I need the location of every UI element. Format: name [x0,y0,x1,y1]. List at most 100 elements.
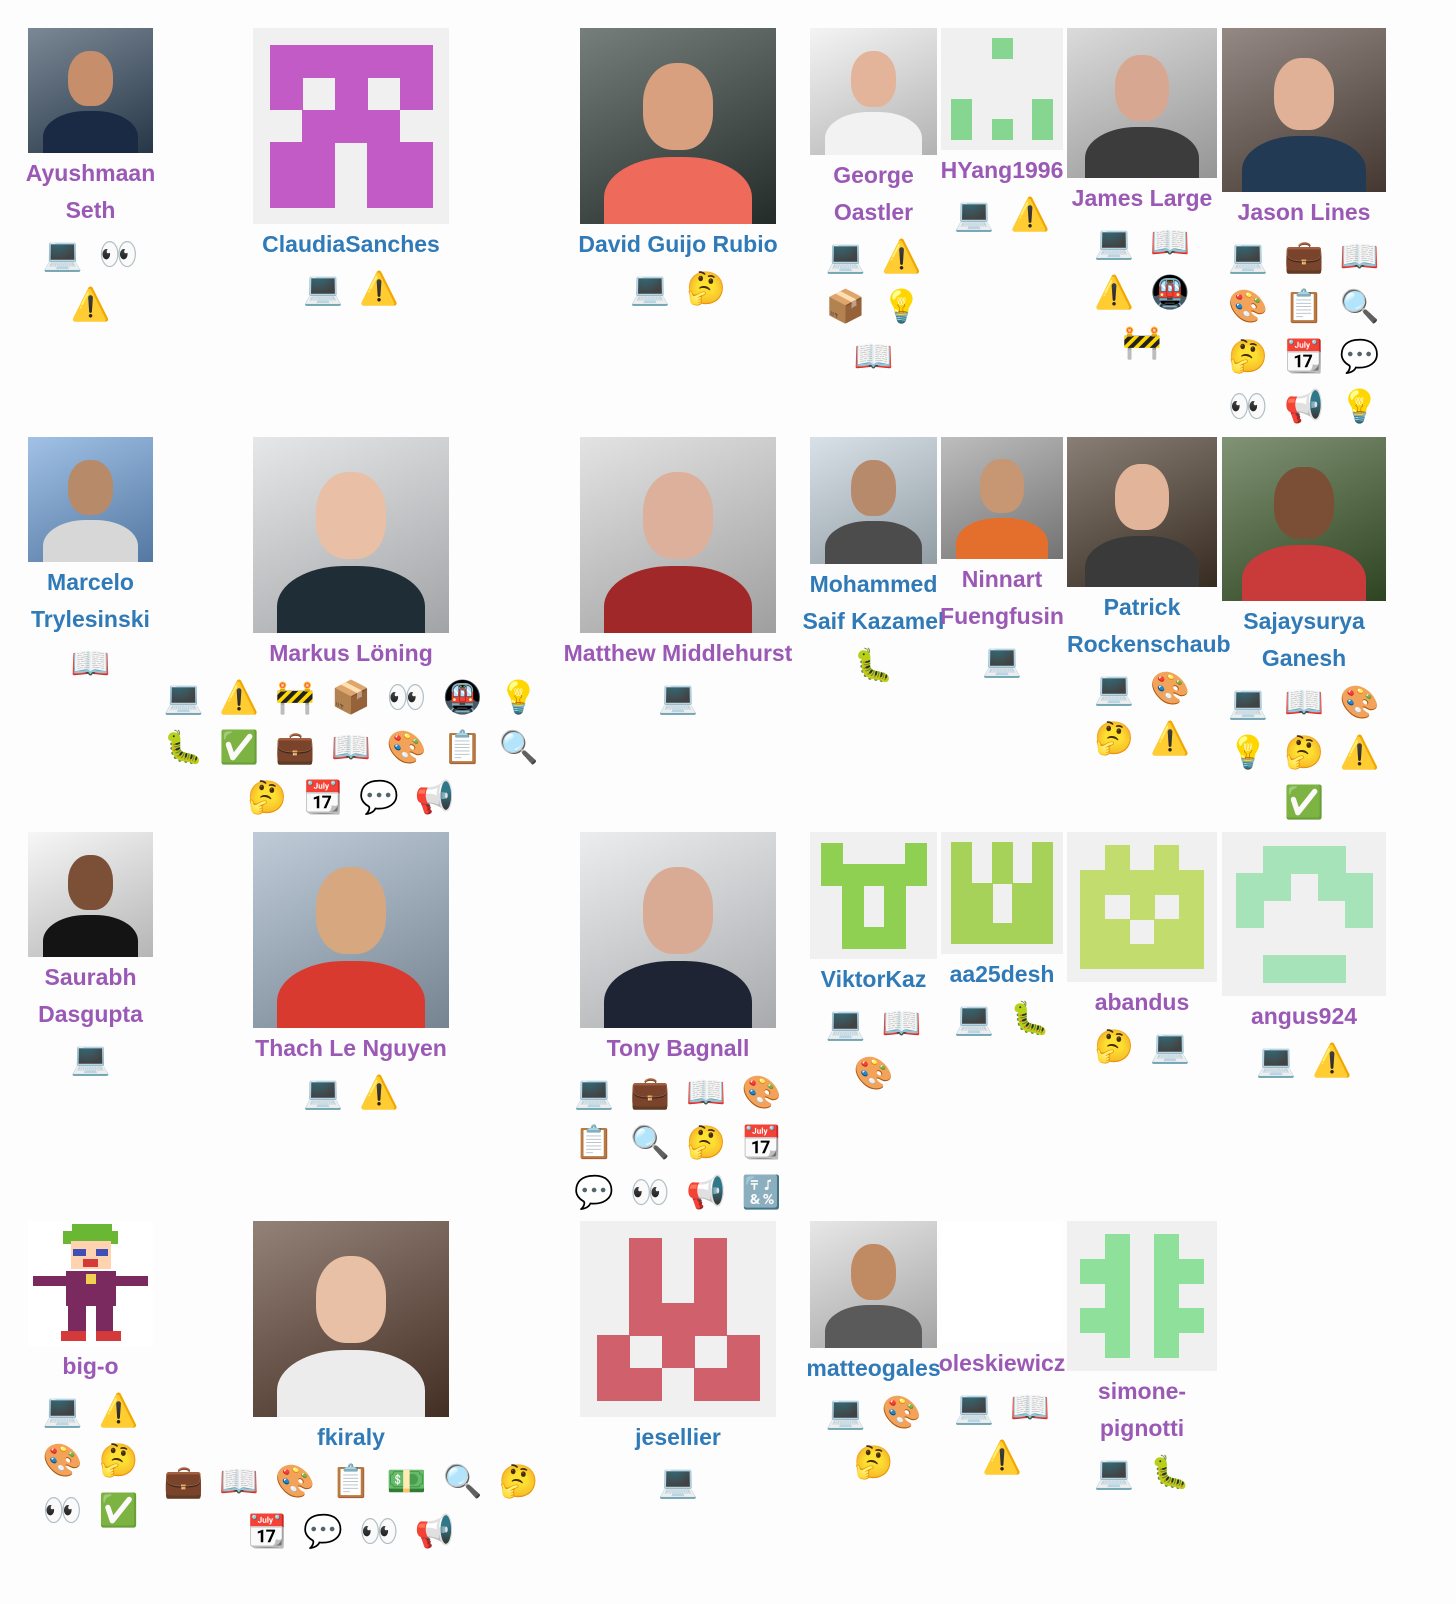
contribution-emoji[interactable]: ✅ [1284,783,1324,821]
contribution-emoji[interactable]: ⚠️ [1339,733,1380,771]
contribution-emoji[interactable]: 📆 [1284,337,1324,375]
avatar[interactable] [810,832,937,959]
contribution-emoji[interactable]: 📖 [1284,683,1324,721]
contribution-emoji[interactable]: 💻 [825,1393,866,1431]
contribution-emoji[interactable]: 📖 [881,1004,922,1042]
contribution-emoji[interactable]: 💻 [1094,669,1134,707]
contribution-emoji[interactable]: 💻 [303,1073,343,1111]
contribution-emoji[interactable]: 🎨 [853,1054,894,1092]
contribution-emoji[interactable]: 🐛 [853,646,894,684]
contributor-name-link[interactable]: Ninnart Fuengfusin [940,566,1064,629]
avatar[interactable] [28,832,153,957]
contributor-name-link[interactable]: Thach Le Nguyen [255,1035,447,1061]
contribution-emoji[interactable]: 🚧 [1122,323,1162,361]
contribution-emoji[interactable]: 💻 [982,641,1022,679]
contribution-emoji[interactable]: 🎨 [1339,683,1380,721]
avatar[interactable] [810,1221,937,1348]
contribution-emoji[interactable]: 🔣 [741,1173,782,1211]
contribution-emoji[interactable]: ✅ [98,1491,139,1529]
contribution-emoji[interactable]: 📋 [574,1123,615,1161]
contributor-name-link[interactable]: Mohammed Saif Kazamel [802,571,945,634]
contribution-emoji[interactable]: 🎨 [275,1462,316,1500]
contributor-name-link[interactable]: Jason Lines [1237,199,1371,225]
contribution-emoji[interactable]: 💻 [1256,1041,1296,1079]
contributor-name-link[interactable]: jesellier [635,1424,721,1450]
contribution-emoji[interactable]: 🤔 [686,269,726,307]
contribution-emoji[interactable]: 📦 [331,678,371,716]
contribution-emoji[interactable]: ✅ [219,728,260,766]
avatar[interactable] [28,28,153,153]
avatar[interactable] [1222,28,1386,192]
contribution-emoji[interactable]: 🐛 [163,728,204,766]
contribution-emoji[interactable]: 👀 [1228,387,1269,425]
contribution-emoji[interactable]: 🎨 [881,1393,922,1431]
avatar[interactable] [253,28,449,224]
contribution-emoji[interactable]: 👀 [42,1491,83,1529]
contribution-emoji[interactable]: 📋 [442,728,483,766]
contribution-emoji[interactable]: 👀 [98,235,139,273]
contribution-emoji[interactable]: 💼 [1284,237,1324,275]
contribution-emoji[interactable]: 💻 [1228,237,1269,275]
contribution-emoji[interactable]: 💻 [1094,223,1134,261]
contribution-emoji[interactable]: 📆 [303,778,343,816]
contribution-emoji[interactable]: 🎨 [386,728,427,766]
avatar[interactable] [580,437,776,633]
contributor-name-link[interactable]: David Guijo Rubio [578,231,778,257]
contribution-emoji[interactable]: 🎨 [1228,287,1269,325]
avatar[interactable] [28,437,153,562]
contribution-emoji[interactable]: 👀 [630,1173,670,1211]
contribution-emoji[interactable]: 🐛 [1150,1453,1190,1491]
contribution-emoji[interactable]: 💼 [163,1462,204,1500]
contribution-emoji[interactable]: 💼 [630,1073,670,1111]
contribution-emoji[interactable]: 💻 [954,999,994,1037]
contribution-emoji[interactable]: 💡 [881,287,922,325]
avatar[interactable] [253,1221,449,1417]
contribution-emoji[interactable]: 📢 [414,1512,455,1550]
contributor-name-link[interactable]: Patrick Rockenschaub [1067,594,1231,657]
contributor-name-link[interactable]: James Large [1071,185,1213,211]
contribution-emoji[interactable]: 📖 [686,1073,726,1111]
contributor-name-link[interactable]: Matthew Middlehurst [563,640,793,666]
contribution-emoji[interactable]: 🤔 [686,1123,726,1161]
contribution-emoji[interactable]: 💬 [359,778,399,816]
contribution-emoji[interactable]: 📢 [1284,387,1324,425]
contributor-name-link[interactable]: ViktorKaz [820,966,927,992]
contribution-emoji[interactable]: 🤔 [98,1441,139,1479]
contribution-emoji[interactable]: 📖 [331,728,371,766]
contribution-emoji[interactable]: 📖 [853,337,894,375]
contribution-emoji[interactable]: ⚠️ [359,269,399,307]
contribution-emoji[interactable]: 🚇 [442,678,483,716]
contribution-emoji[interactable]: 💻 [825,237,866,275]
contribution-emoji[interactable]: 💬 [574,1173,615,1211]
contributor-name-link[interactable]: Tony Bagnall [606,1035,750,1061]
contribution-emoji[interactable]: ⚠️ [1094,273,1134,311]
contribution-emoji[interactable]: 🎨 [741,1073,782,1111]
contribution-emoji[interactable]: 💬 [303,1512,343,1550]
contribution-emoji[interactable]: 👀 [359,1512,399,1550]
contribution-emoji[interactable]: 📦 [825,287,866,325]
contributor-name-link[interactable]: George Oastler [833,162,914,225]
contribution-emoji[interactable]: 💻 [630,269,670,307]
contribution-emoji[interactable]: ⚠️ [881,237,922,275]
contribution-emoji[interactable]: 💻 [1228,683,1269,721]
contribution-emoji[interactable]: ⚠️ [70,285,111,323]
contribution-emoji[interactable]: 📖 [1150,223,1190,261]
contribution-emoji[interactable]: ⚠️ [982,1438,1022,1476]
contribution-emoji[interactable]: 🔍 [630,1123,670,1161]
contributor-name-link[interactable]: Marcelo Trylesinski [31,569,150,632]
contribution-emoji[interactable]: 💡 [498,678,539,716]
contribution-emoji[interactable]: ⚠️ [359,1073,399,1111]
avatar[interactable] [941,1221,1063,1343]
contribution-emoji[interactable]: 📢 [686,1173,726,1211]
contribution-emoji[interactable]: 💻 [574,1073,615,1111]
contribution-emoji[interactable]: 🤔 [498,1462,539,1500]
contribution-emoji[interactable]: 🔍 [1339,287,1380,325]
contributor-name-link[interactable]: aa25desh [949,961,1055,987]
contribution-emoji[interactable]: 💻 [70,1039,111,1077]
avatar[interactable] [580,28,776,224]
contribution-emoji[interactable]: ⚠️ [1010,195,1050,233]
contribution-emoji[interactable]: ⚠️ [1312,1041,1352,1079]
avatar[interactable] [1067,437,1217,587]
contribution-emoji[interactable]: 💻 [1094,1453,1134,1491]
contributor-name-link[interactable]: Markus Löning [269,640,433,666]
